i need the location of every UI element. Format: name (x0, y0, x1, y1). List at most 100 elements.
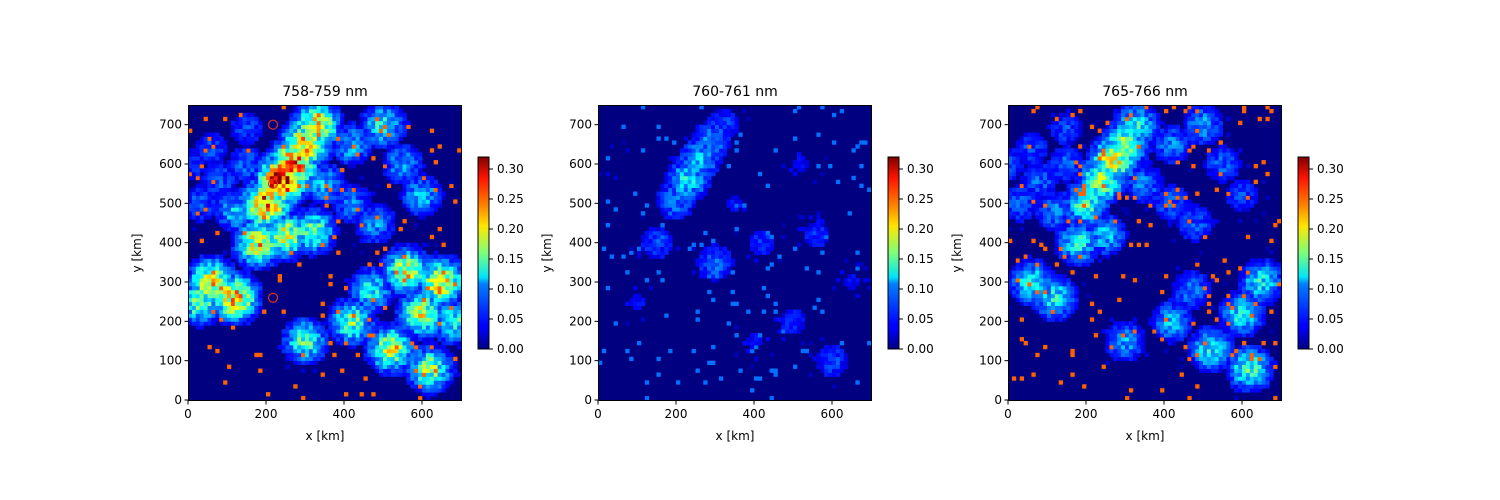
heatmap-cell (672, 164, 677, 169)
heatmap-cell (1105, 341, 1110, 346)
heatmap-cell (195, 317, 201, 322)
heatmap-cell (1222, 344, 1227, 350)
heatmap-cell (355, 341, 360, 346)
heatmap-cell (227, 321, 232, 326)
heatmap-cell (1238, 313, 1243, 318)
heatmap-cell (781, 325, 786, 330)
heatmap-cell (816, 238, 821, 244)
heatmap-cell (789, 309, 794, 314)
heatmap-cell (742, 341, 747, 346)
heatmap-cell (215, 278, 220, 283)
heatmap-cell (1066, 278, 1071, 283)
heatmap-cell (418, 156, 423, 161)
heatmap-cell (445, 266, 450, 271)
heatmap-cell (347, 199, 353, 204)
heatmap-cell (453, 360, 458, 365)
heatmap-cell (1203, 285, 1208, 291)
heatmap-cell (1039, 313, 1044, 318)
heatmap-cell (390, 270, 396, 275)
heatmap-cell (293, 148, 298, 153)
heatmap-cell (386, 368, 392, 373)
heatmap-cell (1031, 305, 1036, 310)
heatmap-cell (215, 175, 220, 181)
heatmap-cell (1179, 321, 1184, 326)
heatmap-cell (648, 285, 653, 291)
heatmap-cell (1253, 285, 1258, 291)
heatmap-cell (230, 124, 236, 129)
heatmap-cell (301, 175, 306, 181)
heatmap-cell (1245, 376, 1251, 381)
heatmap-cell (1039, 309, 1044, 314)
heatmap-cell (656, 203, 661, 208)
heatmap-cell (234, 282, 240, 287)
heatmap-cell (414, 203, 419, 208)
colorbar-tick-label: 0.25 (907, 192, 934, 206)
heatmap-cell (215, 167, 220, 173)
heatmap-cell (668, 179, 673, 185)
heatmap-cell (793, 364, 798, 369)
heatmap-cell (211, 140, 216, 145)
heatmap-cell (211, 297, 216, 303)
heatmap-cell (320, 132, 325, 137)
heatmap-cell (750, 333, 755, 338)
heatmap-cell (406, 337, 411, 342)
heatmap-cell (742, 108, 747, 114)
heatmap-cell (633, 191, 638, 196)
heatmap-cell (340, 203, 345, 208)
heatmap-cell (367, 238, 372, 244)
heatmap-cell (441, 195, 446, 200)
heatmap-cell (383, 262, 388, 267)
heatmap-cell (258, 187, 263, 192)
heatmap-cell (683, 195, 689, 200)
heatmap-cell (305, 219, 310, 224)
heatmap-cell (1249, 348, 1255, 354)
heatmap-cell (726, 262, 731, 267)
heatmap-cell (328, 317, 333, 322)
heatmap-cell (254, 164, 259, 169)
heatmap-cell (305, 226, 310, 232)
heatmap-cell (722, 144, 728, 149)
heatmap-cell (375, 274, 380, 279)
heatmap-cell (269, 226, 275, 232)
heatmap-cell (273, 223, 279, 228)
heatmap-cell (613, 175, 618, 181)
heatmap-cell (1156, 333, 1161, 338)
heatmap-cell (398, 329, 403, 334)
heatmap-cell (203, 191, 208, 196)
heatmap-cell (277, 156, 282, 161)
heatmap-cell (437, 258, 442, 263)
heatmap-cell (441, 262, 446, 267)
heatmap-cell (1066, 289, 1071, 295)
heatmap-cell (375, 293, 380, 299)
heatmap-cell (422, 285, 427, 291)
heatmap-cell (351, 321, 357, 326)
heatmap-cell (425, 388, 431, 393)
heatmap-cell (1023, 293, 1028, 299)
heatmap-cell (266, 171, 271, 177)
heatmap-cell (445, 258, 450, 263)
heatmap-cell (695, 368, 700, 373)
heatmap-cell (1062, 313, 1067, 318)
heatmap-cell (207, 278, 212, 283)
heatmap-cell (734, 116, 739, 122)
heatmap-cell (277, 258, 282, 263)
heatmap-cell (344, 301, 349, 306)
heatmap-cell (433, 278, 438, 283)
heatmap-cell (332, 333, 337, 338)
heatmap-cell (808, 238, 813, 244)
heatmap-cell (1242, 344, 1247, 350)
heatmap-cell (1269, 364, 1274, 369)
heatmap-cell (425, 187, 431, 192)
heatmap-cell (258, 156, 263, 161)
heatmap-cell (406, 171, 411, 177)
heatmap-cell (207, 160, 212, 165)
heatmap-cell (1043, 344, 1048, 350)
heatmap-cell (1199, 274, 1204, 279)
heatmap-cell (320, 352, 325, 358)
heatmap-cell (301, 211, 306, 216)
heatmap-cell (621, 124, 626, 129)
heatmap-cell (386, 152, 392, 157)
heatmap-cell (1230, 380, 1235, 385)
heatmap-cell (367, 360, 372, 365)
heatmap-cell (1265, 278, 1270, 283)
